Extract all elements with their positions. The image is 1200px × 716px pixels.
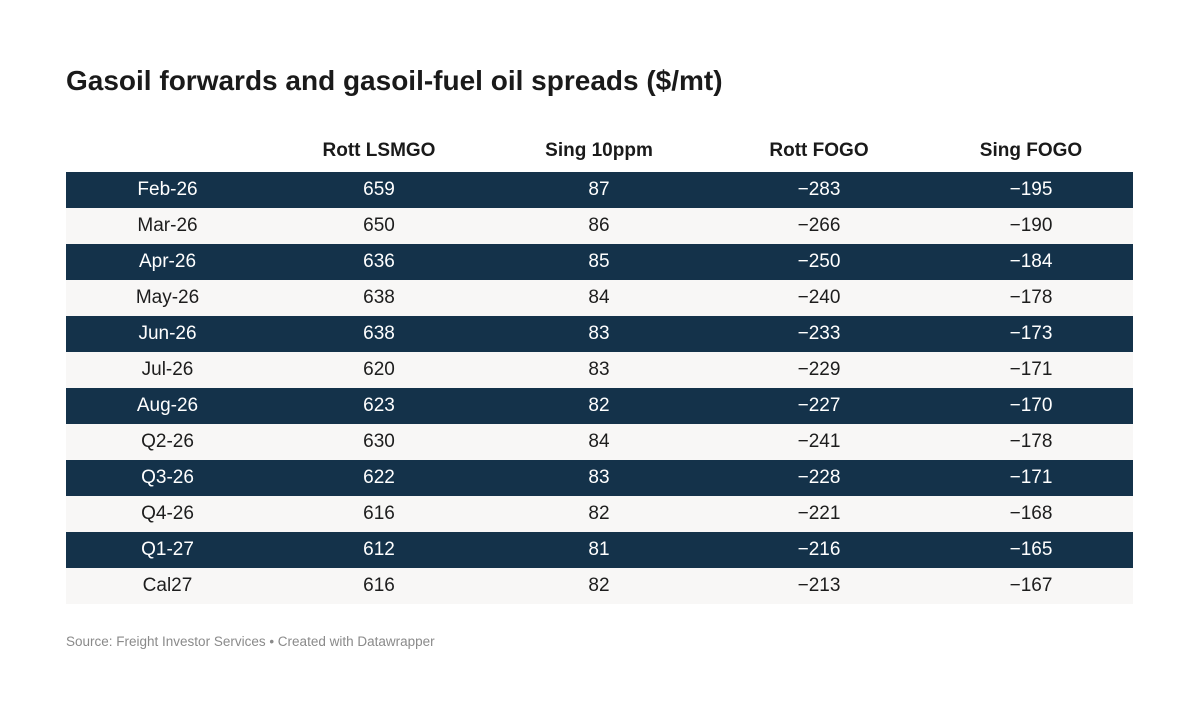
value-cell: −229 xyxy=(797,359,841,380)
row-label-cell: Jul-26 xyxy=(141,359,194,380)
value-cell: −233 xyxy=(797,323,841,344)
data-table: Rott LSMGO Sing 10ppm Rott FOGO Sing FOGO F… xyxy=(66,130,1133,604)
column-header: Rott LSMGO xyxy=(269,130,489,172)
table-row: Jun-26 638 83 −233 −173 xyxy=(66,316,1133,352)
column-header: Sing FOGO xyxy=(929,130,1133,172)
value-cell: 616 xyxy=(363,503,395,524)
row-label-cell: Jun-26 xyxy=(138,323,197,344)
value-cell: −227 xyxy=(797,395,841,416)
value-cell: 86 xyxy=(588,215,610,236)
value-cell: −283 xyxy=(797,179,841,200)
table-body: Feb-26 659 87 −283 −195 Mar-26 650 86 −266 −190 Ap… xyxy=(66,172,1133,604)
table-row: Cal27 616 82 −213 −167 xyxy=(66,568,1133,604)
table-row: Q2-26 630 84 −241 −178 xyxy=(66,424,1133,460)
column-header: Sing 10ppm xyxy=(489,130,709,172)
value-cell: 83 xyxy=(588,467,610,488)
column-header: Rott FOGO xyxy=(709,130,929,172)
value-cell: 623 xyxy=(363,395,395,416)
value-cell: −190 xyxy=(1009,215,1053,236)
table-row: Jul-26 620 83 −229 −171 xyxy=(66,352,1133,388)
value-cell: 638 xyxy=(363,287,395,308)
table-row: Q4-26 616 82 −221 −168 xyxy=(66,496,1133,532)
value-cell: 659 xyxy=(363,179,395,200)
value-cell: −184 xyxy=(1009,251,1053,272)
value-cell: −228 xyxy=(797,467,841,488)
row-label-column-header xyxy=(66,130,269,172)
value-cell: −171 xyxy=(1009,359,1053,380)
value-cell: 82 xyxy=(588,503,610,524)
row-label-cell: Q1-27 xyxy=(141,539,194,560)
row-label-cell: Q3-26 xyxy=(141,467,194,488)
row-label-cell: May-26 xyxy=(135,287,200,308)
value-cell: −168 xyxy=(1009,503,1053,524)
value-cell: −170 xyxy=(1009,395,1053,416)
value-cell: 83 xyxy=(588,359,610,380)
row-label-cell: Q4-26 xyxy=(141,503,194,524)
value-cell: −165 xyxy=(1009,539,1053,560)
value-cell: 612 xyxy=(363,539,395,560)
source-note: Source: Freight Investor Services • Crea… xyxy=(66,634,435,649)
value-cell: 84 xyxy=(588,287,610,308)
table-row: Aug-26 623 82 −227 −170 xyxy=(66,388,1133,424)
value-cell: 616 xyxy=(363,575,395,596)
value-cell: 638 xyxy=(363,323,395,344)
value-cell: −167 xyxy=(1009,575,1053,596)
value-cell: 620 xyxy=(363,359,395,380)
value-cell: 82 xyxy=(588,575,610,596)
value-cell: 82 xyxy=(588,395,610,416)
value-cell: 87 xyxy=(588,179,610,200)
row-label-cell: Q2-26 xyxy=(141,431,194,452)
row-label-cell: Cal27 xyxy=(142,575,193,596)
value-cell: −195 xyxy=(1009,179,1053,200)
value-cell: 622 xyxy=(363,467,395,488)
table-row: Q1-27 612 81 −216 −165 xyxy=(66,532,1133,568)
value-cell: 81 xyxy=(588,539,610,560)
table-row: Mar-26 650 86 −266 −190 xyxy=(66,208,1133,244)
table-row: Apr-26 636 85 −250 −184 xyxy=(66,244,1133,280)
row-label-cell: Aug-26 xyxy=(136,395,199,416)
value-cell: −240 xyxy=(797,287,841,308)
value-cell: −241 xyxy=(797,431,841,452)
value-cell: −173 xyxy=(1009,323,1053,344)
table-row: May-26 638 84 −240 −178 xyxy=(66,280,1133,316)
row-label-cell: Apr-26 xyxy=(138,251,197,272)
table-row: Q3-26 622 83 −228 −171 xyxy=(66,460,1133,496)
value-cell: −216 xyxy=(797,539,841,560)
value-cell: 650 xyxy=(363,215,395,236)
value-cell: −250 xyxy=(797,251,841,272)
value-cell: 630 xyxy=(363,431,395,452)
row-label-cell: Mar-26 xyxy=(137,215,198,236)
page-title: Gasoil forwards and gasoil-fuel oil spre… xyxy=(66,65,723,96)
value-cell: −266 xyxy=(797,215,841,236)
value-cell: 636 xyxy=(363,251,395,272)
value-cell: −213 xyxy=(797,575,841,596)
value-cell: −221 xyxy=(797,503,841,524)
value-cell: −178 xyxy=(1009,287,1053,308)
value-cell: 83 xyxy=(588,323,610,344)
value-cell: 85 xyxy=(588,251,610,272)
chart-container: Gasoil forwards and gasoil-fuel oil spre… xyxy=(0,64,1200,650)
value-cell: 84 xyxy=(588,431,610,452)
value-cell: −178 xyxy=(1009,431,1053,452)
value-cell: −171 xyxy=(1009,467,1053,488)
table-row: Feb-26 659 87 −283 −195 xyxy=(66,172,1133,208)
row-label-cell: Feb-26 xyxy=(137,179,198,200)
table-header-row: Rott LSMGO Sing 10ppm Rott FOGO Sing FOGO xyxy=(66,130,1133,172)
